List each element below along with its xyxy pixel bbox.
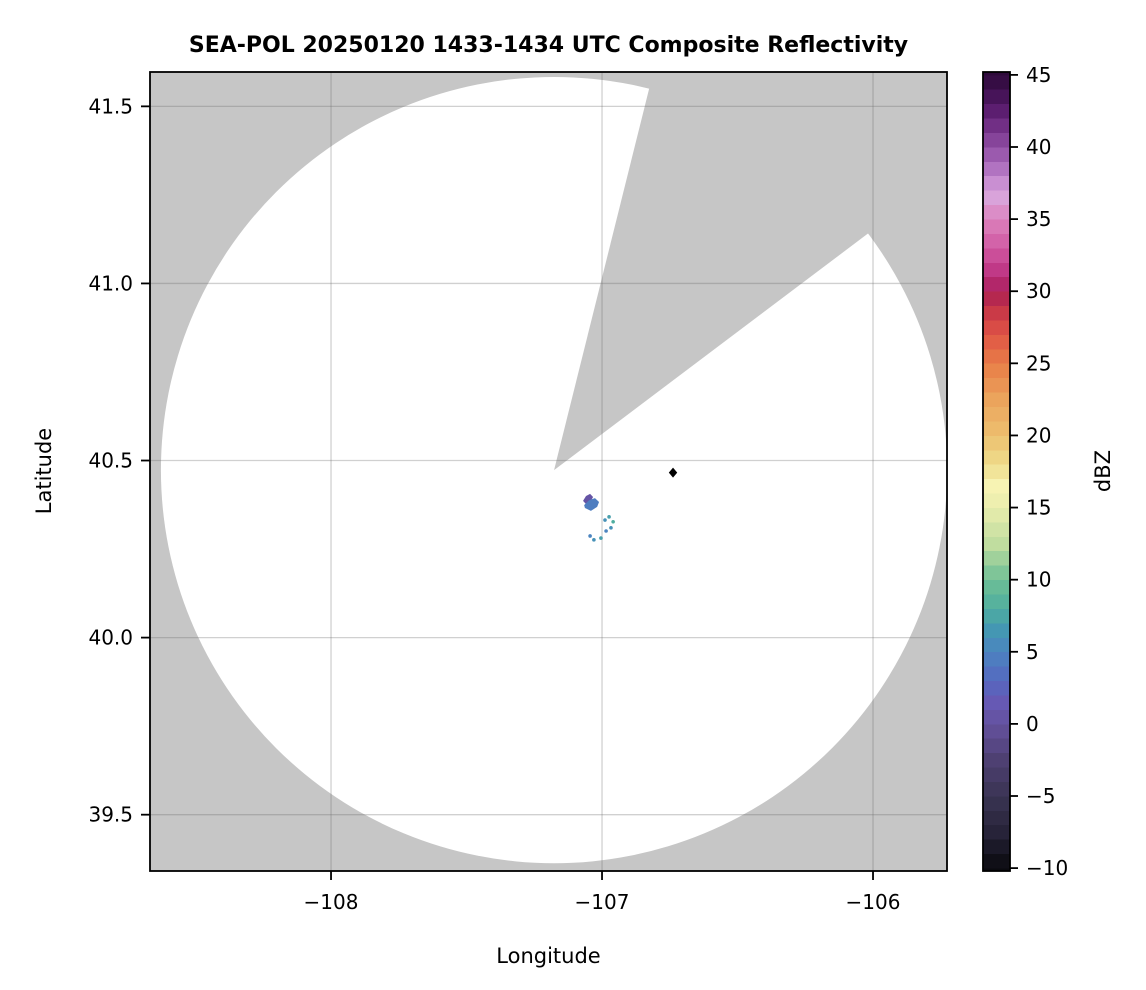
colorbar-band xyxy=(983,219,1010,234)
colorbar-band xyxy=(983,723,1010,739)
colorbar-band xyxy=(983,594,1010,609)
plot-content xyxy=(150,72,947,871)
axes-spines xyxy=(149,71,948,872)
colorbar-band xyxy=(983,824,1010,840)
site-marker xyxy=(668,467,678,478)
colorbar-band xyxy=(983,320,1010,335)
colorbar-band xyxy=(983,796,1010,811)
x-tick-label: −106 xyxy=(846,890,901,914)
colorbar-band xyxy=(983,767,1010,782)
colorbar-band xyxy=(983,118,1010,133)
colorbar-band xyxy=(983,449,1010,465)
y-axis-label: Latitude xyxy=(32,427,56,515)
colorbar-band xyxy=(983,377,1010,393)
colorbar-band xyxy=(983,247,1010,263)
colorbar-band xyxy=(983,421,1010,436)
colorbar-tick-label: 20 xyxy=(1026,423,1051,447)
y-tick-label: 40.0 xyxy=(88,626,133,650)
colorbar-band xyxy=(983,233,1010,249)
colorbar-band xyxy=(983,175,1010,191)
x-axis-label: Longitude xyxy=(496,944,601,968)
echo-cell xyxy=(607,515,611,519)
plot-title: SEA-POL 20250120 1433-1434 UTC Composite… xyxy=(188,33,909,58)
colorbar-band xyxy=(983,839,1010,855)
colorbar-band xyxy=(983,666,1010,682)
colorbar-band xyxy=(983,276,1010,292)
colorbar-band xyxy=(983,695,1010,710)
echo-cell xyxy=(609,526,613,530)
colorbar-band xyxy=(983,435,1010,451)
echo-cell xyxy=(592,538,596,542)
colorbar-band xyxy=(983,550,1010,566)
colorbar-band xyxy=(983,521,1010,537)
colorbar-band xyxy=(983,493,1010,508)
colorbar-band xyxy=(983,608,1010,624)
colorbar-band xyxy=(983,305,1010,321)
colorbar-band xyxy=(983,204,1010,220)
colorbar-band xyxy=(983,72,1010,76)
colorbar-tick-label: 40 xyxy=(1026,135,1051,159)
colorbar-tick-label: 45 xyxy=(1026,63,1051,87)
colorbar-label: dBZ xyxy=(1091,449,1115,493)
colorbar-band xyxy=(983,853,1010,869)
colorbar-tick-label: −10 xyxy=(1026,856,1068,880)
colorbar-band xyxy=(983,103,1010,119)
colorbar-band xyxy=(983,190,1010,206)
y-tick-label: 39.5 xyxy=(88,803,133,827)
colorbar-band xyxy=(983,738,1010,754)
colorbar-band xyxy=(983,781,1010,797)
echo-polygon xyxy=(584,498,600,511)
echo-cell xyxy=(599,536,603,540)
colorbar-band xyxy=(983,132,1010,148)
colorbar-band xyxy=(983,868,1010,872)
colorbar-band xyxy=(983,709,1010,725)
colorbar-band xyxy=(983,810,1010,826)
colorbar-band xyxy=(983,363,1010,379)
colorbar-tick-label: 0 xyxy=(1026,712,1039,736)
colorbar-band xyxy=(983,334,1010,350)
colorbar-band xyxy=(983,579,1010,595)
colorbar-band xyxy=(983,89,1010,105)
colorbar-tick-label: 30 xyxy=(1026,279,1051,303)
colorbar-band xyxy=(983,146,1010,162)
colorbar-band xyxy=(983,348,1010,364)
colorbar-band xyxy=(983,651,1010,667)
colorbar-band xyxy=(983,622,1010,638)
blocked-sector-wedge xyxy=(554,72,947,471)
colorbar-band xyxy=(983,464,1010,480)
echo-cell xyxy=(588,534,592,538)
colorbar-outline xyxy=(982,71,1011,872)
colorbar-band xyxy=(983,262,1010,278)
colorbar-band xyxy=(983,536,1010,552)
colorbar-tick-label: 15 xyxy=(1026,496,1051,520)
colorbar-band xyxy=(983,161,1010,177)
colorbar-band xyxy=(983,478,1010,494)
colorbar-tick-label: 35 xyxy=(1026,207,1051,231)
x-tick-label: −108 xyxy=(304,890,359,914)
colorbar-band xyxy=(983,392,1010,407)
colorbar-band xyxy=(983,406,1010,422)
colorbar-band xyxy=(983,74,1010,90)
y-tick-label: 40.5 xyxy=(88,449,133,473)
colorbar-band xyxy=(983,291,1010,307)
echo-cell xyxy=(604,529,608,533)
echo-cell xyxy=(603,518,607,522)
colorbar-band xyxy=(983,637,1010,653)
colorbar-tick-label: 5 xyxy=(1026,640,1039,664)
echo-polygon xyxy=(583,493,594,505)
colorbar-tick-label: −5 xyxy=(1026,784,1055,808)
echo-cell xyxy=(611,519,615,524)
x-tick-label: −107 xyxy=(575,890,630,914)
colorbar-tick-label: 10 xyxy=(1026,568,1051,592)
colorbar-band xyxy=(983,752,1010,768)
colorbar-band xyxy=(983,565,1010,581)
y-tick-label: 41.0 xyxy=(88,271,133,295)
colorbar-tick-label: 25 xyxy=(1026,351,1051,375)
y-tick-label: 41.5 xyxy=(88,94,133,118)
colorbar-band xyxy=(983,507,1010,523)
colorbar-band xyxy=(983,680,1010,696)
